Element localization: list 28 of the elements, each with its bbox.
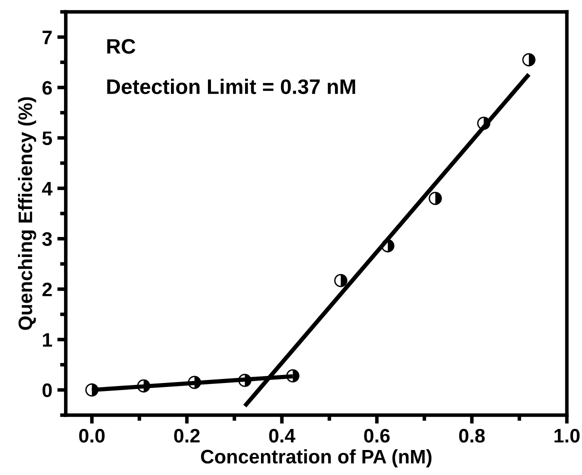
x-tick-label: 0.0	[79, 428, 105, 443]
y-tick-label: 0	[42, 383, 52, 398]
point	[286, 369, 300, 382]
point	[188, 376, 202, 389]
annotation: Detection Limit = 0.37 nM	[107, 78, 356, 94]
point	[137, 379, 150, 392]
point	[522, 53, 536, 66]
x-tick-label: 1.0	[554, 428, 580, 443]
y-tick-label: 7	[42, 30, 52, 44]
x-tick-label: 0.8	[459, 428, 485, 443]
point	[477, 116, 490, 130]
annotation: RC	[107, 39, 136, 54]
x-tick-label: 0.4	[269, 428, 296, 443]
point	[428, 192, 442, 205]
x-tick-label: 0.2	[174, 428, 200, 443]
y-tick-label: 3	[42, 232, 52, 246]
x-tick-label: 0.6	[364, 428, 390, 443]
x-axis-title: Concentration of PA (nM)	[201, 449, 432, 468]
point	[238, 374, 252, 387]
y-tick-label: 6	[42, 80, 52, 95]
y-axis-title: Quenching Efficiency (%)	[18, 97, 36, 330]
point	[334, 274, 348, 288]
point	[381, 239, 394, 252]
y-tick-label: 2	[42, 282, 52, 296]
y-tick-label: 4	[42, 182, 52, 196]
point	[85, 383, 98, 397]
y-tick-label: 5	[42, 132, 52, 146]
y-tick-label: 1	[42, 333, 52, 347]
